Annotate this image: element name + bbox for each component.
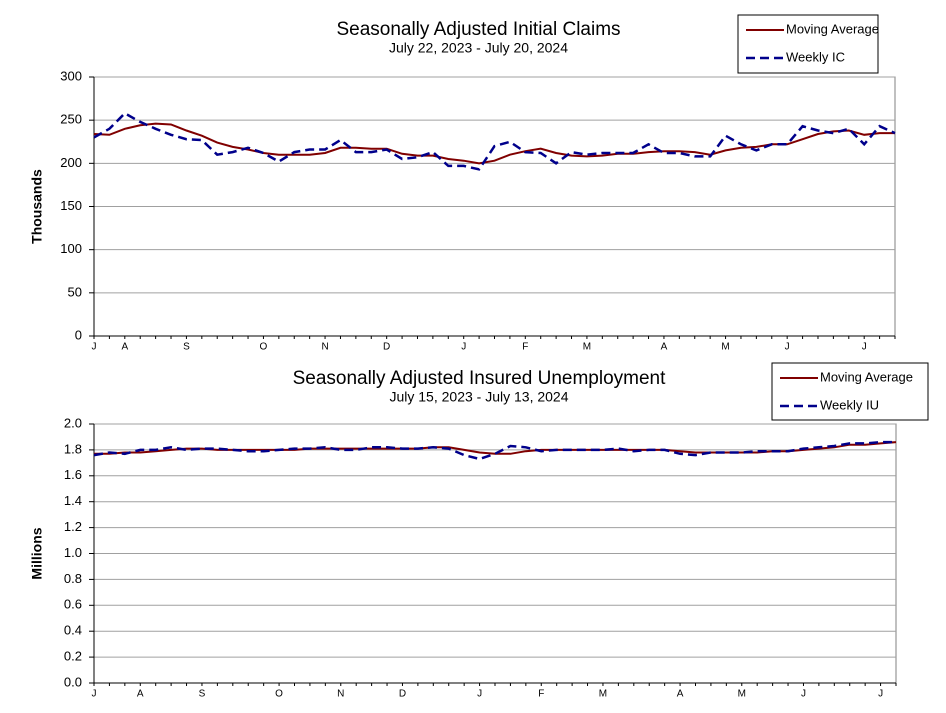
y-tick-label: 0.4 [64,623,82,638]
x-tick-label: M [599,689,607,700]
chart-subtitle: July 22, 2023 - July 20, 2024 [389,40,568,56]
legend-label: Moving Average [786,21,879,36]
y-tick-label: 2.0 [64,415,82,430]
x-tick-label: J [801,689,806,700]
y-tick-label: 250 [60,112,82,127]
x-tick-label: D [399,689,406,700]
x-tick-label: J [92,689,97,700]
y-tick-label: 0.0 [64,674,82,689]
x-tick-label: N [321,342,328,353]
chart-title: Seasonally Adjusted Initial Claims [336,19,620,40]
series-line [93,122,895,165]
x-tick-label: A [121,342,128,353]
legend-label: Moving Average [820,369,913,384]
x-tick-label: J [477,689,482,700]
chart-subtitle: July 15, 2023 - July 13, 2024 [389,389,568,405]
x-tick-label: M [721,342,729,353]
x-tick-label: J [461,342,466,353]
y-tick-label: 0.2 [64,649,82,664]
x-tick-label: O [260,342,268,353]
y-tick-label: 1.4 [64,493,82,508]
y-tick-label: 100 [60,241,82,256]
y-tick-label: 300 [60,68,82,83]
x-tick-label: F [522,342,528,353]
legend-box [737,14,879,74]
legend-box [771,362,929,421]
x-tick-label: N [337,689,344,700]
y-tick-label: 50 [68,284,82,299]
legend-label: Weekly IC [786,49,845,64]
x-tick-label: S [183,342,190,353]
y-tick-label: 0 [75,327,82,342]
y-tick-label: 1.2 [64,519,82,534]
x-tick-label: S [199,689,206,700]
chart-title: Seasonally Adjusted Insured Unemployment [293,368,667,389]
y-axis-label: Thousands [29,169,45,244]
x-tick-label: J [878,689,883,700]
y-tick-label: 1.8 [64,441,82,456]
x-tick-label: D [383,342,390,353]
y-tick-label: 200 [60,155,82,170]
x-tick-label: M [738,689,746,700]
x-tick-label: J [862,342,867,353]
x-tick-label: J [785,342,790,353]
y-axis-label: Millions [29,527,45,579]
x-tick-label: O [275,689,283,700]
y-tick-label: 1.0 [64,545,82,560]
x-tick-label: M [583,342,591,353]
x-tick-label: J [92,342,97,353]
y-tick-label: 0.8 [64,571,82,586]
x-tick-label: A [661,342,668,353]
series-line [93,111,896,171]
x-tick-label: F [538,689,544,700]
y-tick-label: 0.6 [64,597,82,612]
series-line [93,440,896,461]
x-tick-label: A [677,689,684,700]
x-tick-label: A [137,689,144,700]
legend-label: Weekly IU [820,397,879,412]
y-tick-label: 1.6 [64,467,82,482]
y-tick-label: 150 [60,198,82,213]
